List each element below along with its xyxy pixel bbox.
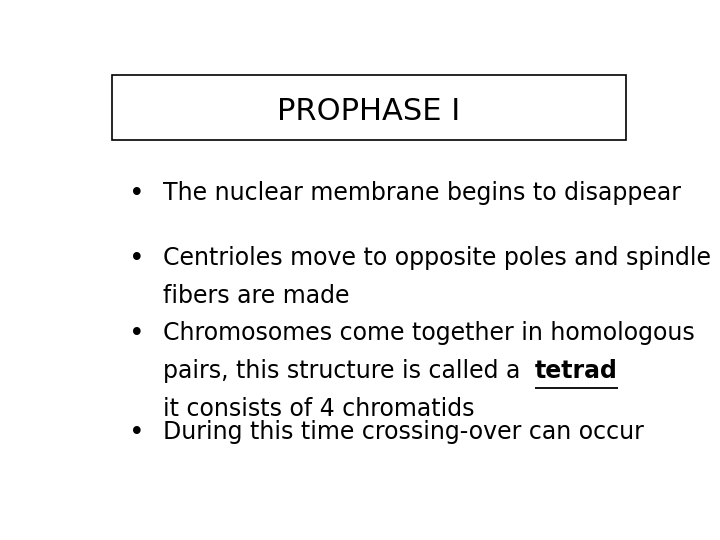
Text: tetrad: tetrad bbox=[535, 359, 618, 383]
Text: Centrioles move to opposite poles and spindle: Centrioles move to opposite poles and sp… bbox=[163, 246, 711, 269]
Text: •: • bbox=[129, 246, 145, 272]
Text: •: • bbox=[129, 420, 145, 446]
Text: The nuclear membrane begins to disappear: The nuclear membrane begins to disappear bbox=[163, 181, 680, 205]
Text: it consists of 4 chromatids: it consists of 4 chromatids bbox=[163, 397, 474, 421]
Text: During this time crossing-over can occur: During this time crossing-over can occur bbox=[163, 420, 644, 444]
Text: •: • bbox=[129, 321, 145, 347]
Text: pairs, this structure is called a: pairs, this structure is called a bbox=[163, 359, 535, 383]
FancyBboxPatch shape bbox=[112, 75, 626, 140]
Text: fibers are made: fibers are made bbox=[163, 284, 349, 308]
Text: •: • bbox=[129, 181, 145, 207]
Text: PROPHASE I: PROPHASE I bbox=[277, 97, 461, 126]
Text: Chromosomes come together in homologous: Chromosomes come together in homologous bbox=[163, 321, 694, 345]
